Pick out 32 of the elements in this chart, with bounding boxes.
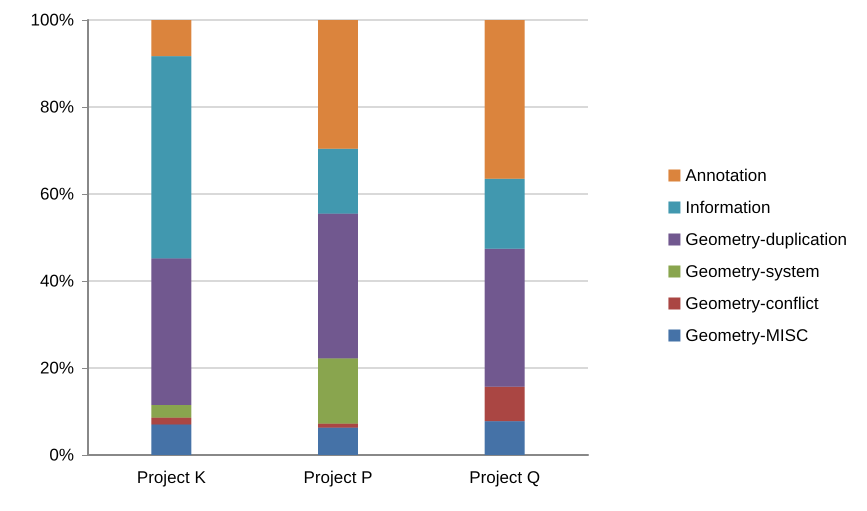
- bar: [151, 20, 192, 56]
- bar: [484, 178, 525, 249]
- y-tick-label: 60%: [40, 184, 74, 204]
- x-tick-label: Project K: [136, 468, 206, 487]
- bar: [151, 258, 192, 405]
- y-tick-label: 0%: [49, 446, 74, 464]
- bar: [151, 56, 192, 258]
- y-tick-label: 100%: [30, 10, 74, 30]
- legend-label: Geometry-duplication: [685, 230, 848, 249]
- legend-label: Geometry-system: [685, 262, 820, 281]
- y-tick-label: 20%: [40, 358, 74, 378]
- x-tick-label: Project P: [304, 468, 372, 487]
- bar: [318, 148, 358, 214]
- bar: [151, 404, 192, 418]
- bar: [318, 20, 358, 149]
- legend-label: Information: [685, 198, 770, 217]
- bar: [151, 418, 192, 425]
- bar: [318, 214, 358, 358]
- x-tick-label: Project Q: [469, 468, 540, 487]
- bar: [484, 421, 525, 455]
- legend-label: Geometry-MISC: [685, 326, 808, 345]
- legend-label: Annotation: [685, 166, 767, 185]
- legend-label: Geometry-conflict: [685, 294, 819, 313]
- bar: [318, 358, 358, 424]
- bar: [484, 386, 525, 422]
- y-tick-label: 40%: [40, 272, 74, 290]
- y-tick-label: 80%: [40, 98, 74, 116]
- bar: [318, 428, 358, 455]
- bar: [484, 20, 525, 179]
- bar: [318, 424, 358, 428]
- bar: [484, 248, 525, 387]
- bar: [151, 424, 192, 455]
